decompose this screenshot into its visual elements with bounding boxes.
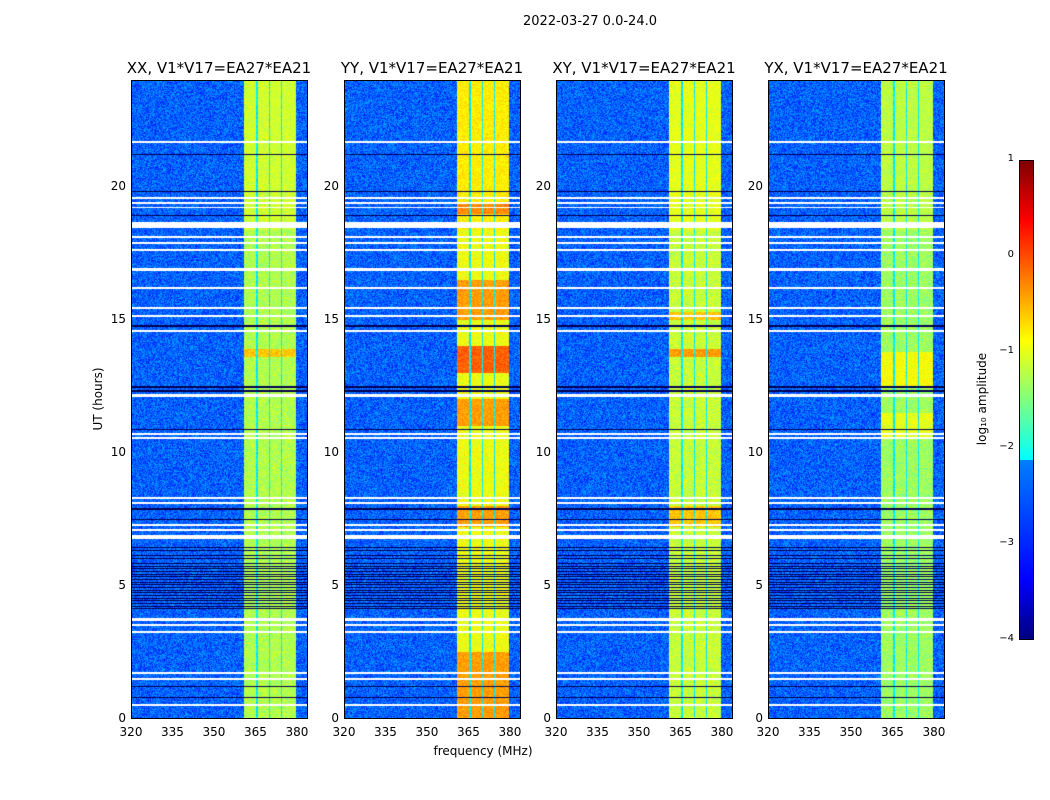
y-tick-label: 5 xyxy=(118,577,126,592)
colorbar-tick-label: −2 xyxy=(999,441,1014,452)
colorbar-tick-label: −1 xyxy=(999,345,1014,356)
x-tick-label: 335 xyxy=(586,725,609,739)
y-tick-label: 15 xyxy=(110,311,126,326)
heatmap-image xyxy=(557,81,732,718)
heatmap-panel-2 xyxy=(556,80,733,719)
panel-title: YY, V1*V17=EA27*EA21 xyxy=(340,59,524,77)
x-tick-label: 320 xyxy=(544,725,568,739)
colorbar-tick-label: 0 xyxy=(1007,249,1014,260)
colorbar-tick-label: 1 xyxy=(1007,153,1014,164)
panel-title: XX, V1*V17=EA27*EA21 xyxy=(126,59,312,77)
y-tick-label: 0 xyxy=(543,711,551,725)
x-tick-label: 365 xyxy=(457,725,480,739)
x-tick-label: 350 xyxy=(202,725,226,739)
y-tick-label: 5 xyxy=(755,577,763,592)
heatmap-panel-3 xyxy=(768,80,945,719)
x-tick-label: 380 xyxy=(285,725,309,739)
x-tick-label: 380 xyxy=(922,725,946,739)
x-tick-label: 335 xyxy=(798,725,821,739)
x-tick-label: 335 xyxy=(161,725,184,739)
panel-title: YX, V1*V17=EA27*EA21 xyxy=(764,59,948,77)
y-tick-label: 0 xyxy=(331,711,339,725)
y-tick-label: 10 xyxy=(323,444,339,459)
x-tick-label: 350 xyxy=(415,725,439,739)
y-tick-label: 0 xyxy=(755,711,763,725)
colorbar-tick-label: −3 xyxy=(999,537,1014,548)
y-tick-label: 15 xyxy=(323,311,339,326)
y-tick-label: 20 xyxy=(323,178,339,193)
colorbar-label: log₁₀ amplitude xyxy=(975,352,989,446)
colorbar xyxy=(1019,160,1034,640)
y-tick-label: 15 xyxy=(747,311,763,326)
x-tick-label: 365 xyxy=(881,725,904,739)
y-tick-label: 20 xyxy=(110,178,126,193)
heatmap-panel-1 xyxy=(344,80,521,719)
y-axis-label: UT (hours) xyxy=(91,367,105,431)
x-tick-label: 365 xyxy=(244,725,267,739)
x-tick-label: 380 xyxy=(498,725,522,739)
x-tick-label: 350 xyxy=(627,725,651,739)
x-tick-label: 365 xyxy=(669,725,692,739)
x-tick-label: 320 xyxy=(332,725,356,739)
figure-title: 2022-03-27 0.0-24.0 xyxy=(523,14,657,29)
x-axis-label: frequency (MHz) xyxy=(433,744,533,758)
y-tick-label: 10 xyxy=(110,444,126,459)
y-tick-label: 0 xyxy=(118,711,126,725)
x-tick-label: 320 xyxy=(119,725,143,739)
x-tick-label: 320 xyxy=(756,725,780,739)
x-tick-label: 350 xyxy=(839,725,863,739)
panel-title: XY, V1*V17=EA27*EA21 xyxy=(552,59,736,77)
y-tick-label: 10 xyxy=(747,444,763,459)
x-tick-label: 380 xyxy=(710,725,734,739)
heatmap-image xyxy=(769,81,944,718)
y-tick-label: 10 xyxy=(535,444,551,459)
heatmap-image xyxy=(345,81,520,718)
y-tick-label: 20 xyxy=(535,178,551,193)
heatmap-panel-0 xyxy=(131,80,308,719)
colorbar-tick-label: −4 xyxy=(999,633,1014,644)
y-tick-label: 5 xyxy=(331,577,339,592)
y-tick-label: 5 xyxy=(543,577,551,592)
heatmap-image xyxy=(132,81,307,718)
x-tick-label: 335 xyxy=(374,725,397,739)
y-tick-label: 15 xyxy=(535,311,551,326)
y-tick-label: 20 xyxy=(747,178,763,193)
